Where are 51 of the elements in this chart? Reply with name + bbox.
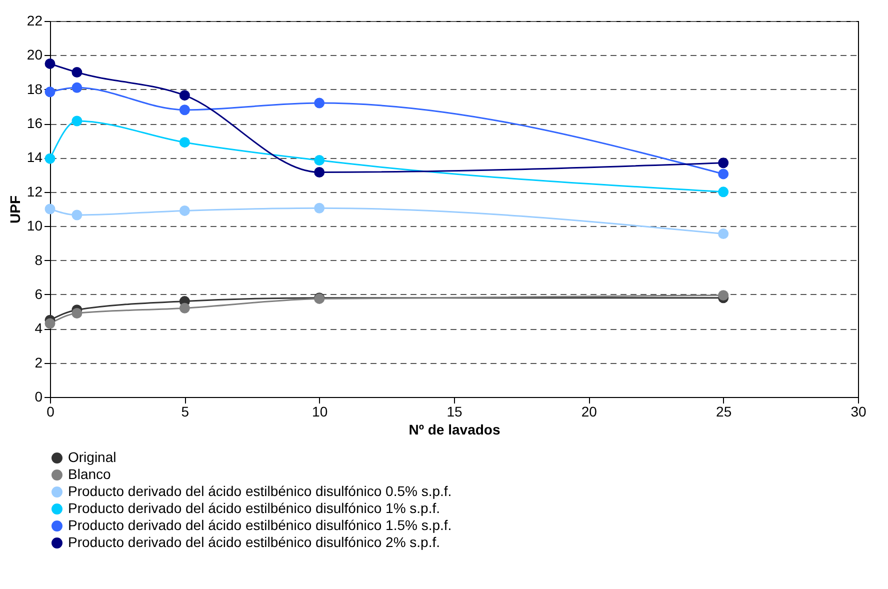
point xyxy=(72,308,82,318)
y-axis-title: UPF xyxy=(6,195,23,224)
y-tick-label: 0 xyxy=(34,388,43,404)
point xyxy=(314,98,325,108)
legend-label: Original xyxy=(68,449,116,465)
point xyxy=(179,104,190,116)
point xyxy=(72,210,82,220)
y-tick-label: 22 xyxy=(26,12,43,28)
point xyxy=(718,228,729,240)
point xyxy=(72,82,82,93)
point xyxy=(44,318,56,329)
point xyxy=(179,302,190,314)
point xyxy=(718,186,729,198)
point xyxy=(179,90,190,101)
y-tick-label: 20 xyxy=(26,46,43,63)
y-tick-label: 8 xyxy=(34,252,43,268)
point xyxy=(314,155,325,166)
point xyxy=(72,67,82,78)
x-axis-title: Nº de lavados xyxy=(408,422,500,438)
point xyxy=(179,205,190,216)
x-tick-label: 30 xyxy=(850,404,866,420)
legend-label: Producto derivado del ácido estilbénico disulfónico 1% s.p.f. xyxy=(68,500,440,516)
point xyxy=(44,86,56,98)
y-tick-label: 18 xyxy=(26,80,43,97)
legend-label: Producto derivado del ácido estilbénico disulfónico 1.5% s.p.f. xyxy=(68,517,452,533)
point xyxy=(314,202,325,214)
x-tick-label: 25 xyxy=(716,404,732,420)
y-tick-label: 6 xyxy=(34,286,43,302)
legend-label: Producto derivado del ácido estilbénico disulfónico 2% s.p.f. xyxy=(68,534,440,550)
x-tick-label: 0 xyxy=(46,404,55,420)
point xyxy=(179,137,190,148)
point xyxy=(44,153,56,164)
x-tick-label: 15 xyxy=(446,404,462,420)
point xyxy=(718,168,729,180)
y-tick-label: 16 xyxy=(26,115,43,132)
legend-label: Producto derivado del ácido estilbénico disulfónico 0.5% s.p.f. xyxy=(68,483,452,499)
legend-label: Blanco xyxy=(68,466,112,482)
y-tick-label: 4 xyxy=(34,320,43,336)
y-tick-label: 2 xyxy=(34,354,43,370)
x-tick-label: 10 xyxy=(312,404,328,420)
point xyxy=(718,158,729,168)
point xyxy=(44,204,56,214)
y-tick-label: 10 xyxy=(26,218,43,234)
y-tick-label: 14 xyxy=(26,149,43,166)
point xyxy=(72,116,82,126)
point xyxy=(314,167,325,178)
y-tick-label: 12 xyxy=(26,183,43,200)
x-tick-label: 20 xyxy=(581,404,598,420)
point xyxy=(718,290,729,301)
point xyxy=(44,58,56,69)
x-tick-label: 5 xyxy=(181,404,190,420)
